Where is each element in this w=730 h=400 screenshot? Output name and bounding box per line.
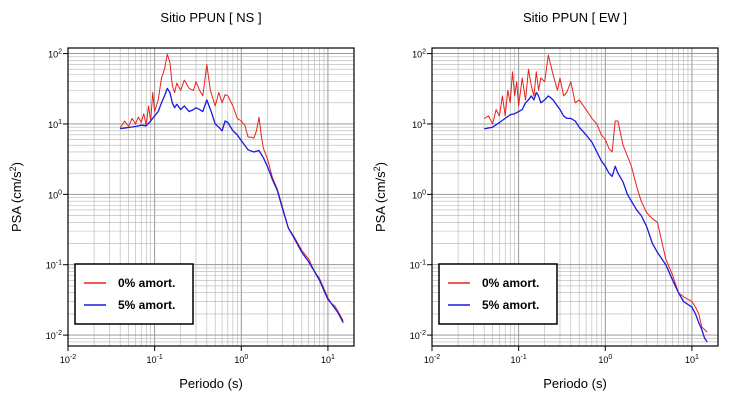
series-line-red [483, 54, 708, 333]
x-tick-label: 101 [321, 354, 335, 365]
ticks: 10-2 10-1 100 101 10-2 10-1 100 101 102 [410, 49, 699, 365]
svg-text:PSA (cm/s2): PSA (cm/s2) [8, 162, 24, 232]
series [119, 53, 344, 324]
x-tick-label: 100 [598, 354, 612, 365]
series-line-blue [484, 91, 708, 343]
y-tick-label: 100 [412, 189, 426, 200]
legend-label: 5% amort. [118, 298, 175, 312]
grid [67, 48, 355, 347]
chart-title: Sitio PPUN [ NS ] [160, 10, 261, 25]
chart-panel-ns: Sitio PPUN [ NS ] 10-2 10-1 100 101 10-2 10-1… [8, 10, 355, 391]
chart-title: Sitio PPUN [ EW ] [523, 10, 627, 25]
y-tick-label: 10-1 [46, 260, 62, 271]
y-tick-label: 102 [412, 49, 426, 60]
x-axis-label: Periodo (s) [543, 376, 607, 391]
y-tick-label: 100 [48, 189, 62, 200]
legend: 0% amort. 5% amort. [74, 263, 194, 325]
x-axis-label: Periodo (s) [179, 376, 243, 391]
plot-frame [431, 47, 719, 347]
legend-label: 0% amort. [118, 276, 175, 290]
y-tick-label: 10-2 [46, 330, 62, 341]
y-axis-label: PSA (cm/s2) [372, 162, 388, 232]
x-tick-label: 10-1 [511, 354, 527, 365]
legend-label: 0% amort. [482, 276, 539, 290]
plot-frame [67, 47, 355, 347]
x-tick-label: 101 [685, 354, 699, 365]
x-tick-label: 100 [234, 354, 248, 365]
series-line-blue [120, 87, 344, 324]
y-axis-label: PSA (cm/s2) [8, 162, 24, 232]
ticks: 10-2 10-1 100 101 10-2 10-1 100 101 102 [46, 49, 335, 365]
y-tick-label: 10-1 [410, 260, 426, 271]
y-tick-label: 101 [412, 119, 426, 130]
series [483, 54, 708, 343]
legend: 0% amort. 5% amort. [438, 263, 558, 325]
legend-box [438, 263, 558, 325]
svg-text:PSA (cm/s2): PSA (cm/s2) [372, 162, 388, 232]
y-tick-label: 10-2 [410, 330, 426, 341]
y-tick-label: 101 [48, 119, 62, 130]
x-tick-label: 10-1 [147, 354, 163, 365]
x-tick-label: 10-2 [424, 354, 440, 365]
legend-box [74, 263, 194, 325]
chart-panel-ew: Sitio PPUN [ EW ] 10-2 10-1 100 101 10-2 10-1… [372, 10, 719, 391]
x-tick-label: 10-2 [60, 354, 76, 365]
y-tick-label: 102 [48, 49, 62, 60]
legend-label: 5% amort. [482, 298, 539, 312]
